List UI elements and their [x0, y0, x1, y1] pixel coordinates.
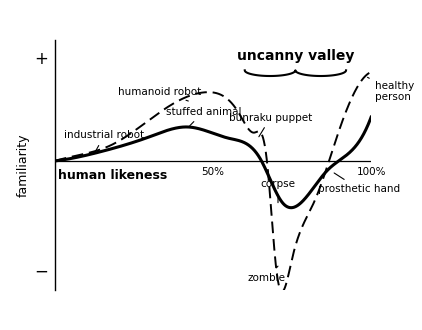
Text: humanoid robot: humanoid robot: [118, 86, 201, 101]
Text: human likeness: human likeness: [58, 169, 167, 182]
Text: bunraku puppet: bunraku puppet: [229, 113, 312, 137]
Text: prosthetic hand: prosthetic hand: [318, 173, 400, 194]
Text: healthy
person: healthy person: [368, 77, 414, 102]
Text: familiarity: familiarity: [17, 133, 30, 197]
Text: 50%: 50%: [202, 167, 225, 177]
Text: zombie: zombie: [248, 266, 286, 283]
Text: +: +: [35, 50, 49, 68]
Text: 100%: 100%: [357, 167, 386, 177]
Text: stuffed animal: stuffed animal: [165, 107, 241, 126]
Text: industrial robot: industrial robot: [65, 130, 144, 154]
Text: −: −: [35, 262, 49, 280]
Text: corpse: corpse: [261, 179, 295, 203]
Text: uncanny valley: uncanny valley: [237, 49, 354, 63]
